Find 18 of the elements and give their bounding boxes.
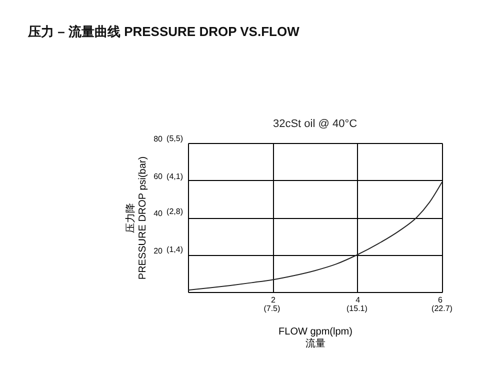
x-tick-label: 4 — [356, 296, 361, 304]
x2-tick-label: (15.1) — [346, 304, 368, 313]
y-tick-label: 60 — [154, 172, 164, 181]
chart-subtitle: 32cSt oil @ 40°C — [272, 118, 358, 130]
chart-title: 压力 – 流量曲线 PRESSURE DROP VS.FLOW — [27, 24, 300, 39]
y-tick-label: 40 — [154, 209, 164, 218]
y2-tick-label: (1,4) — [166, 245, 184, 254]
x-tick-label: 2 — [270, 296, 276, 304]
y2-tick-label: (5,5) — [166, 134, 184, 143]
y-tick-label: 20 — [154, 246, 164, 256]
x-tick-label: 6 — [438, 296, 444, 304]
y2-tick-label: (4,1) — [166, 172, 184, 181]
y-axis-title: 压力降 PRESSURE DROP psi(bar) — [124, 156, 149, 280]
x2-tick-label: (22.7) — [432, 304, 453, 313]
x2-tick-label: (7.5) — [264, 304, 280, 313]
y-tick-label: 80 — [154, 134, 164, 144]
x-axis-title: FLOW gpm(lpm) 流量 — [278, 326, 352, 350]
y2-tick-label: (2,8) — [166, 207, 184, 216]
